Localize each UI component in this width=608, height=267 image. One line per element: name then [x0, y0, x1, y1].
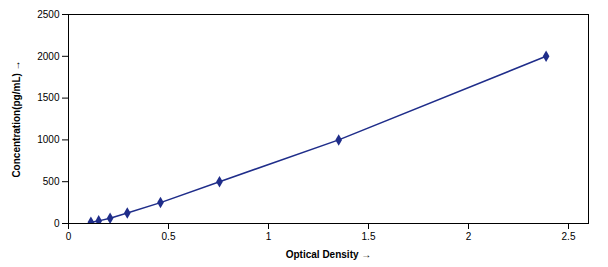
svg-text:Concentration(pg/mL) →: Concentration(pg/mL) → — [11, 60, 22, 177]
svg-text:1.5: 1.5 — [362, 231, 376, 242]
svg-text:1000: 1000 — [37, 134, 60, 145]
svg-text:2000: 2000 — [37, 51, 60, 62]
svg-text:0: 0 — [66, 231, 72, 242]
svg-text:0: 0 — [54, 218, 60, 229]
svg-text:Optical Density →: Optical Density → — [286, 249, 372, 260]
svg-text:2.5: 2.5 — [562, 231, 576, 242]
svg-text:500: 500 — [43, 176, 60, 187]
svg-text:1: 1 — [266, 231, 272, 242]
svg-text:2: 2 — [466, 231, 472, 242]
svg-text:1500: 1500 — [37, 92, 60, 103]
svg-text:2500: 2500 — [37, 9, 60, 20]
svg-text:0.5: 0.5 — [162, 231, 176, 242]
